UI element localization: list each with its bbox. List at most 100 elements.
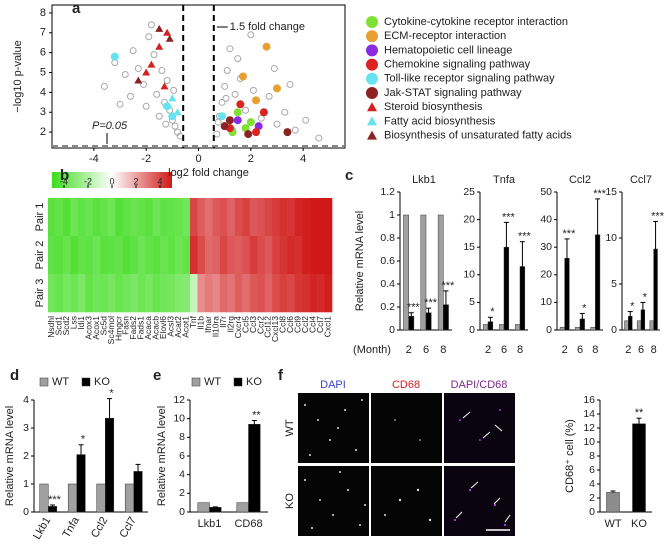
point <box>116 100 124 108</box>
gene-label: Ccl6 <box>285 316 295 333</box>
gene-label: Ccl5 <box>240 316 250 333</box>
point <box>147 21 155 29</box>
point <box>241 124 250 133</box>
y-tick-label: 0.8 <box>380 232 395 244</box>
point <box>234 55 242 63</box>
heat-cell <box>227 198 236 237</box>
panel-label: b <box>60 167 69 184</box>
legend-label: Toll-like receptor signaling pathway <box>384 73 555 85</box>
y-tick-label: 15 <box>463 241 475 253</box>
heat-cell <box>107 198 116 237</box>
heat-cell <box>107 236 116 275</box>
y-tick-label: 2 <box>23 450 29 462</box>
significance: * <box>81 434 86 446</box>
heat-cell <box>92 274 101 313</box>
point <box>249 86 257 94</box>
point <box>225 116 234 125</box>
x-tick-label: Ccl7 <box>117 515 138 540</box>
point <box>153 90 161 98</box>
x-tick-label: WT <box>604 518 621 530</box>
x-tick-label: -2 <box>141 153 151 165</box>
heat-cell <box>160 236 168 275</box>
heat-cell <box>145 236 153 275</box>
significance: *** <box>502 211 516 223</box>
bar <box>437 214 444 331</box>
gene-label: Nsdhl <box>46 316 56 338</box>
y-tick-label: 1.2 <box>380 186 395 198</box>
heat-cell <box>77 198 86 237</box>
y-tick-label: 6 <box>40 47 46 59</box>
point <box>145 33 153 41</box>
point <box>142 102 150 110</box>
heat-cell <box>62 274 71 313</box>
heat-cell <box>137 198 146 237</box>
panel-label: d <box>10 367 19 384</box>
bar <box>39 483 49 513</box>
heat-cell <box>249 198 258 237</box>
point <box>262 42 271 51</box>
heat-cell <box>190 236 198 275</box>
heat-cell <box>70 236 79 275</box>
gene-label: Fasn <box>121 316 131 335</box>
heat-cell <box>294 274 303 313</box>
heat-cell <box>204 198 213 237</box>
y-tick-label: 7 <box>40 27 46 39</box>
significance: ** <box>252 409 261 421</box>
point <box>147 60 156 68</box>
significance: *** <box>442 280 456 292</box>
panel-label: e <box>153 367 161 384</box>
colorbar-tick-label: -2 <box>84 176 92 186</box>
bar <box>640 309 646 331</box>
heat-cell <box>302 274 310 313</box>
heat-cell <box>317 236 325 275</box>
y-tick-label: 8 <box>589 450 595 462</box>
significance: * <box>582 302 587 314</box>
gene-label: Ccl7 <box>315 316 325 333</box>
heat-cell <box>100 274 109 313</box>
row-label: Pair 2 <box>34 241 46 270</box>
bar <box>408 315 415 331</box>
point <box>270 65 278 73</box>
column-label: DAPI/CD68 <box>451 379 508 391</box>
gene-label: Idi1 <box>76 316 86 330</box>
point <box>134 65 142 73</box>
heat-cell <box>197 198 206 237</box>
heat-cell <box>152 236 161 275</box>
point <box>163 76 171 84</box>
row-label: WT <box>284 419 296 436</box>
bar <box>579 318 585 331</box>
heat-cell <box>317 198 325 237</box>
legend-swatch <box>191 377 201 387</box>
panel-label: a <box>72 0 81 17</box>
significance: * <box>109 388 114 400</box>
heat-cell <box>92 236 101 275</box>
gene-label: Cxcr4 <box>233 316 243 338</box>
legend-marker <box>366 44 378 57</box>
y-tick-label: 4 <box>179 468 185 480</box>
x-tick-label: -4 <box>89 153 99 165</box>
legend-label: ECM-receptor interaction <box>384 30 506 42</box>
gene-label: Il7r <box>218 316 228 328</box>
bar <box>649 320 654 331</box>
x-tick-label: 4 <box>300 153 306 165</box>
bar <box>487 321 494 331</box>
gene-label: Lss <box>68 316 78 329</box>
point <box>110 52 119 61</box>
point <box>238 72 247 81</box>
heat-cell <box>85 198 94 237</box>
legend-marker <box>366 87 378 99</box>
heat-cell <box>317 274 325 313</box>
heat-cell <box>197 274 206 313</box>
chart-title: Lkb1 <box>412 174 436 186</box>
point <box>155 42 164 50</box>
x-tick-label: 8 <box>592 344 598 356</box>
colorbar-tick-label: 2 <box>133 176 138 186</box>
y-tick-label: 16 <box>583 394 595 406</box>
point <box>315 134 323 142</box>
bar <box>564 257 570 331</box>
point <box>265 92 273 100</box>
image <box>298 393 369 463</box>
heat-cell <box>55 236 64 275</box>
heat-cell <box>234 198 243 237</box>
point <box>273 120 281 128</box>
